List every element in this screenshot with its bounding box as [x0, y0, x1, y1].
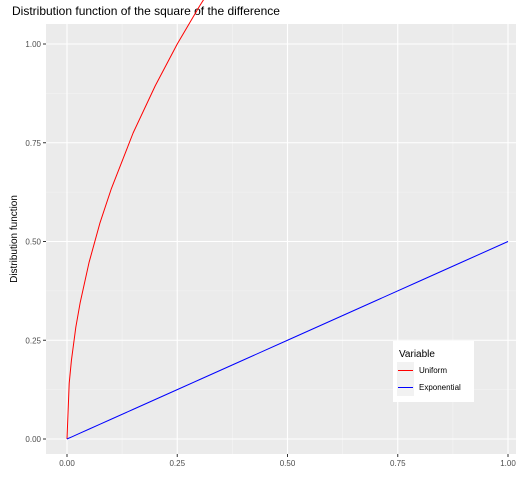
y-tick-label: 0.50 — [25, 238, 41, 247]
y-tick-label: 0.00 — [25, 435, 41, 444]
series-line-uniform — [66, 0, 205, 440]
legend: Variable Uniform Exponential — [393, 341, 474, 402]
legend-label-exponential: Exponential — [419, 383, 461, 392]
x-tick-label: 0.50 — [280, 459, 296, 468]
x-tick-label: 0.75 — [390, 459, 406, 468]
y-tick-label: 0.75 — [25, 139, 41, 148]
x-tick-label: 0.25 — [169, 459, 185, 468]
series-line-exponential — [66, 241, 509, 440]
x-tick-label: 1.00 — [500, 459, 516, 468]
x-tick-label: 0.00 — [59, 459, 75, 468]
axis-ticks — [43, 43, 509, 457]
tick-labels: 0.00 0.25 0.50 0.75 1.00 0.00 0.25 0.50 0.75 1.00 — [25, 40, 516, 468]
legend-title: Variable — [399, 349, 435, 360]
series-layer — [66, 0, 509, 440]
legend-label-uniform: Uniform — [419, 366, 447, 375]
y-tick-label: 1.00 — [25, 40, 41, 49]
y-axis-title: Distribution function — [9, 195, 20, 283]
y-tick-label: 0.25 — [25, 336, 41, 345]
chart-title: Distribution function of the square of t… — [12, 4, 280, 18]
